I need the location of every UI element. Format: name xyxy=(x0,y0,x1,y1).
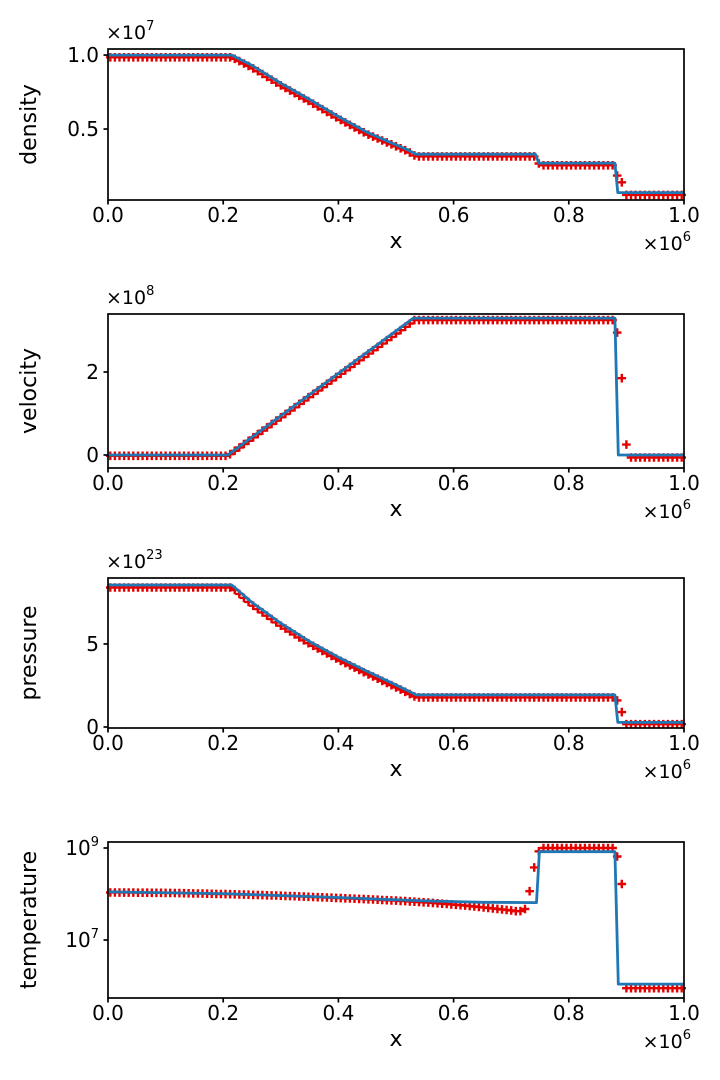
x-tick-label: 0.6 xyxy=(438,731,470,755)
x-tick-label: 0.2 xyxy=(207,1001,239,1025)
x-tick-label: 0.0 xyxy=(92,471,124,495)
x-tick-label: 0.8 xyxy=(553,731,585,755)
pressure-ylabel: pressure xyxy=(17,605,42,700)
y-tick-label: 0 xyxy=(86,443,99,467)
x-tick-label: 0.6 xyxy=(438,203,470,227)
density-panel: 0.0 0.2 0.4 0.6 0.8 1.0 0.5 1.0 x density ×106 ×107 xyxy=(17,19,700,255)
y-tick-label: 1.0 xyxy=(67,43,99,67)
x-tick-label: 0.2 xyxy=(207,203,239,227)
y-axis-offset-label: ×1023 xyxy=(106,548,163,573)
velocity-exact-line xyxy=(108,316,684,457)
x-tick-label: 0.0 xyxy=(92,1001,124,1025)
x-tick-label: 0.4 xyxy=(322,203,354,227)
x-axis-offset-label: ×106 xyxy=(643,1028,691,1053)
y-tick-label: 107 xyxy=(65,927,99,952)
y-tick-label: 0 xyxy=(86,715,99,739)
x-tick-label: 0.6 xyxy=(438,471,470,495)
pressure-exact-line xyxy=(108,583,684,724)
x-axis-offset-label: ×106 xyxy=(643,758,691,783)
y-tick-label: 109 xyxy=(65,835,99,860)
x-tick-label: 0.2 xyxy=(207,731,239,755)
y-axis-offset-label: ×107 xyxy=(106,19,154,44)
x-tick-label: 1.0 xyxy=(668,471,700,495)
x-tick-label: 0.0 xyxy=(92,731,124,755)
x-axis-offset-label: ×106 xyxy=(643,498,691,523)
density-xlabel: x xyxy=(389,229,402,254)
x-tick-label: 0.4 xyxy=(322,1001,354,1025)
x-tick-label: 0.2 xyxy=(207,471,239,495)
density-numerical-markers xyxy=(106,53,686,200)
density-ylabel: density xyxy=(17,84,42,165)
pressure-xlabel: x xyxy=(389,757,402,782)
x-tick-label: 0.8 xyxy=(553,203,585,227)
x-tick-label: 0.4 xyxy=(322,471,354,495)
x-tick-label: 0.4 xyxy=(322,731,354,755)
density-exact-line xyxy=(108,53,684,195)
density-axes-box xyxy=(107,48,685,201)
pressure-numerical-markers xyxy=(106,583,686,729)
x-tick-label: 1.0 xyxy=(668,203,700,227)
pressure-panel: 0.0 0.2 0.4 0.6 0.8 1.0 0 5 x pressure ×106 ×1023 xyxy=(17,548,700,783)
temperature-ylabel: temperature xyxy=(17,851,42,989)
x-tick-label: 0.8 xyxy=(553,471,585,495)
x-tick-label: 1.0 xyxy=(668,1001,700,1025)
x-tick-label: 1.0 xyxy=(668,731,700,755)
temperature-axes-box xyxy=(107,841,685,999)
temperature-exact-line xyxy=(107,850,684,986)
velocity-xlabel: x xyxy=(389,497,402,522)
velocity-numerical-markers xyxy=(106,315,686,462)
y-tick-label: 5 xyxy=(86,632,99,656)
velocity-ylabel: velocity xyxy=(17,348,42,434)
temperature-panel: 0.0 0.2 0.4 0.6 0.8 1.0 107 109 x temperature ×106 xyxy=(17,835,700,1053)
velocity-panel: 0.0 0.2 0.4 0.6 0.8 1.0 0 2 x velocity ×106 ×108 xyxy=(17,284,700,523)
x-tick-label: 0.6 xyxy=(438,1001,470,1025)
x-tick-label: 0.0 xyxy=(92,203,124,227)
x-tick-label: 0.8 xyxy=(553,1001,585,1025)
velocity-axes-box xyxy=(107,313,685,469)
pressure-axes-box xyxy=(107,577,685,729)
y-tick-label: 2 xyxy=(86,360,99,384)
temperature-xlabel: x xyxy=(389,1027,402,1052)
temperature-numerical-markers xyxy=(106,843,686,993)
y-tick-label: 0.5 xyxy=(67,117,99,141)
y-axis-offset-label: ×108 xyxy=(106,284,154,309)
x-axis-offset-label: ×106 xyxy=(643,230,691,255)
